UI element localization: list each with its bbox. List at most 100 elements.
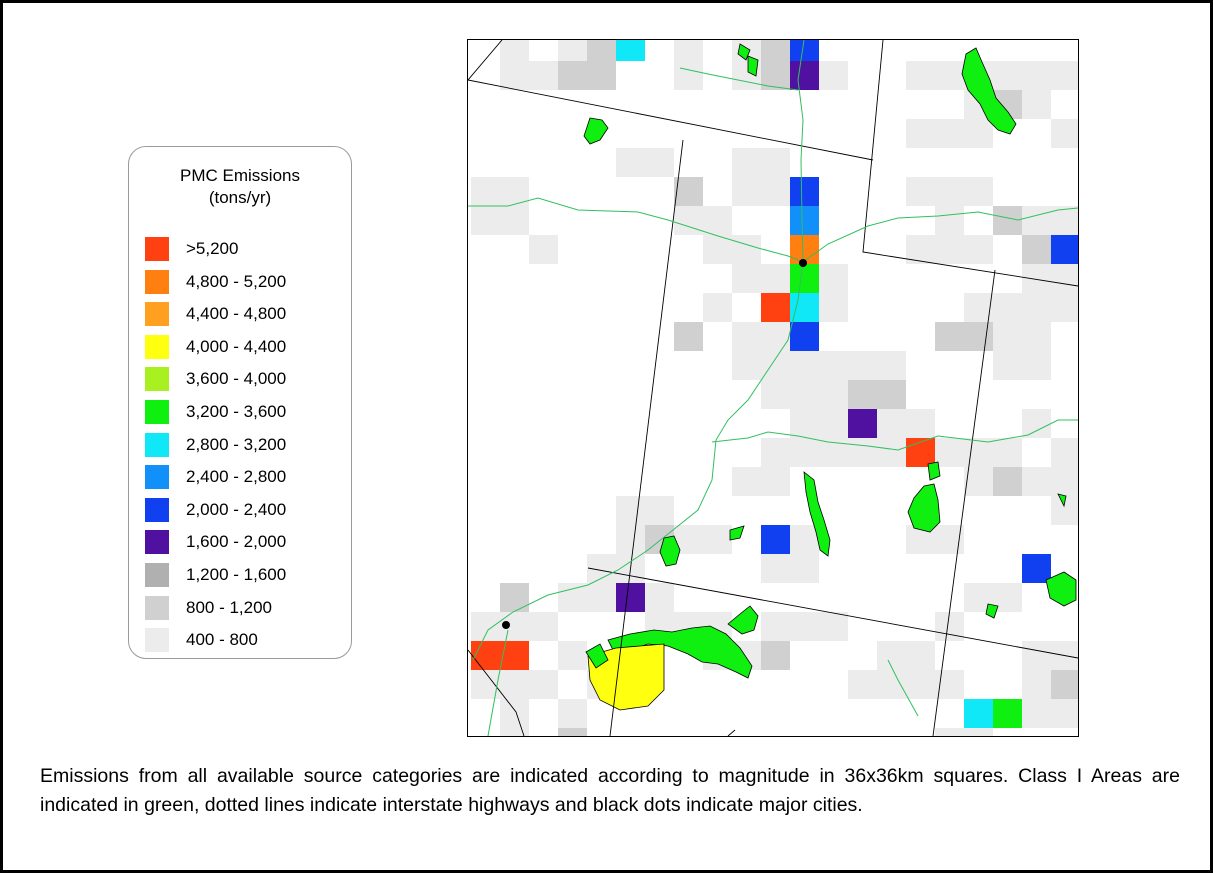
interstate-highway bbox=[887, 659, 919, 717]
emission-cell bbox=[993, 322, 1022, 351]
caption: Emissions from all available source cate… bbox=[40, 765, 1180, 816]
emission-cell bbox=[761, 351, 790, 380]
emission-cell bbox=[732, 322, 761, 351]
legend-item: 1,600 - 2,000 bbox=[145, 530, 335, 555]
emission-cell bbox=[761, 380, 790, 409]
emission-cell bbox=[819, 264, 848, 293]
emission-cell bbox=[964, 293, 993, 322]
emission-cell bbox=[1022, 409, 1051, 438]
emission-cell bbox=[935, 119, 964, 148]
emission-cell bbox=[761, 554, 790, 583]
emission-cell bbox=[558, 728, 587, 736]
class-i-area bbox=[927, 461, 941, 481]
emission-cell bbox=[674, 40, 703, 61]
emission-cell bbox=[790, 40, 819, 61]
emission-cell bbox=[877, 351, 906, 380]
emission-cell bbox=[703, 206, 732, 235]
emission-cell bbox=[500, 699, 529, 728]
legend-title-line1: PMC Emissions bbox=[180, 166, 300, 185]
class-i-area bbox=[907, 483, 941, 533]
legend-swatch bbox=[145, 334, 169, 359]
legend-item: 2,800 - 3,200 bbox=[145, 432, 335, 457]
state-border bbox=[727, 729, 736, 736]
emission-cell bbox=[935, 206, 964, 235]
emission-cell bbox=[790, 612, 819, 641]
class-i-area bbox=[729, 525, 745, 541]
emission-cell bbox=[558, 641, 587, 670]
emission-cell bbox=[1051, 467, 1078, 496]
emission-cell bbox=[587, 61, 616, 90]
emission-cell bbox=[1022, 293, 1051, 322]
emission-cell bbox=[1022, 467, 1051, 496]
class-i-area bbox=[737, 43, 751, 61]
emission-cell bbox=[877, 641, 906, 670]
emission-cell bbox=[732, 264, 761, 293]
emission-cell bbox=[993, 351, 1022, 380]
emission-cell bbox=[732, 351, 761, 380]
legend-swatch bbox=[145, 302, 169, 327]
legend: PMC Emissions (tons/yr) >5,200 4,800 - 5,… bbox=[128, 146, 352, 659]
legend-swatch bbox=[145, 269, 169, 294]
emission-cell bbox=[558, 61, 587, 90]
legend-item: 4,400 - 4,800 bbox=[145, 302, 335, 327]
emission-cell bbox=[1022, 641, 1051, 670]
legend-item: 1,200 - 1,600 bbox=[145, 563, 335, 587]
emission-cell bbox=[587, 40, 616, 61]
emission-cell bbox=[500, 177, 529, 206]
emission-cell bbox=[674, 206, 703, 235]
emission-cell bbox=[993, 293, 1022, 322]
legend-label: 3,600 - 4,000 bbox=[186, 369, 287, 389]
emission-cell bbox=[906, 641, 935, 670]
emission-cell bbox=[964, 177, 993, 206]
emission-cell bbox=[848, 380, 877, 409]
legend-title: PMC Emissions (tons/yr) bbox=[129, 165, 351, 209]
emission-cell bbox=[964, 119, 993, 148]
emission-cell bbox=[877, 438, 906, 467]
emission-cell bbox=[906, 61, 935, 90]
emission-cell bbox=[877, 670, 906, 699]
interstate-highway bbox=[679, 67, 799, 91]
emission-cell bbox=[500, 61, 529, 90]
state-border bbox=[862, 40, 1078, 287]
emission-cell bbox=[500, 583, 529, 612]
state-borders bbox=[468, 40, 1078, 736]
emission-cell bbox=[703, 293, 732, 322]
emission-cell bbox=[790, 438, 819, 467]
legend-label: 1,600 - 2,000 bbox=[186, 532, 287, 552]
emission-cell bbox=[935, 235, 964, 264]
emission-cell bbox=[645, 496, 674, 525]
emission-cell bbox=[616, 148, 645, 177]
emission-cell bbox=[790, 380, 819, 409]
emission-cell bbox=[848, 670, 877, 699]
class-i-area bbox=[1045, 571, 1077, 607]
emission-cell bbox=[1051, 235, 1078, 264]
emission-cell bbox=[529, 61, 558, 90]
emission-cell bbox=[819, 61, 848, 90]
emission-cell bbox=[848, 438, 877, 467]
emission-cell bbox=[471, 612, 500, 641]
emission-cell bbox=[964, 728, 993, 736]
emission-cell bbox=[993, 438, 1022, 467]
emission-cell bbox=[674, 177, 703, 206]
emission-cell bbox=[906, 409, 935, 438]
emission-cell bbox=[761, 148, 790, 177]
state-border bbox=[468, 79, 874, 161]
interstate-highway bbox=[797, 40, 805, 263]
legend-swatch bbox=[145, 628, 169, 653]
emission-cell bbox=[993, 699, 1022, 728]
emission-cell bbox=[529, 612, 558, 641]
interstate-highway bbox=[472, 261, 804, 661]
emission-cell bbox=[877, 409, 906, 438]
emission-cell bbox=[500, 728, 529, 736]
emission-cell bbox=[761, 525, 790, 554]
emission-cell bbox=[848, 351, 877, 380]
legend-label: >5,200 bbox=[186, 239, 239, 258]
map-canvas bbox=[468, 40, 1078, 736]
emission-cell bbox=[935, 670, 964, 699]
city-dot bbox=[799, 259, 807, 267]
emission-cell bbox=[761, 177, 790, 206]
state-border bbox=[932, 269, 996, 736]
emission-cell bbox=[1022, 699, 1051, 728]
legend-label: 4,400 - 4,800 bbox=[186, 304, 287, 324]
